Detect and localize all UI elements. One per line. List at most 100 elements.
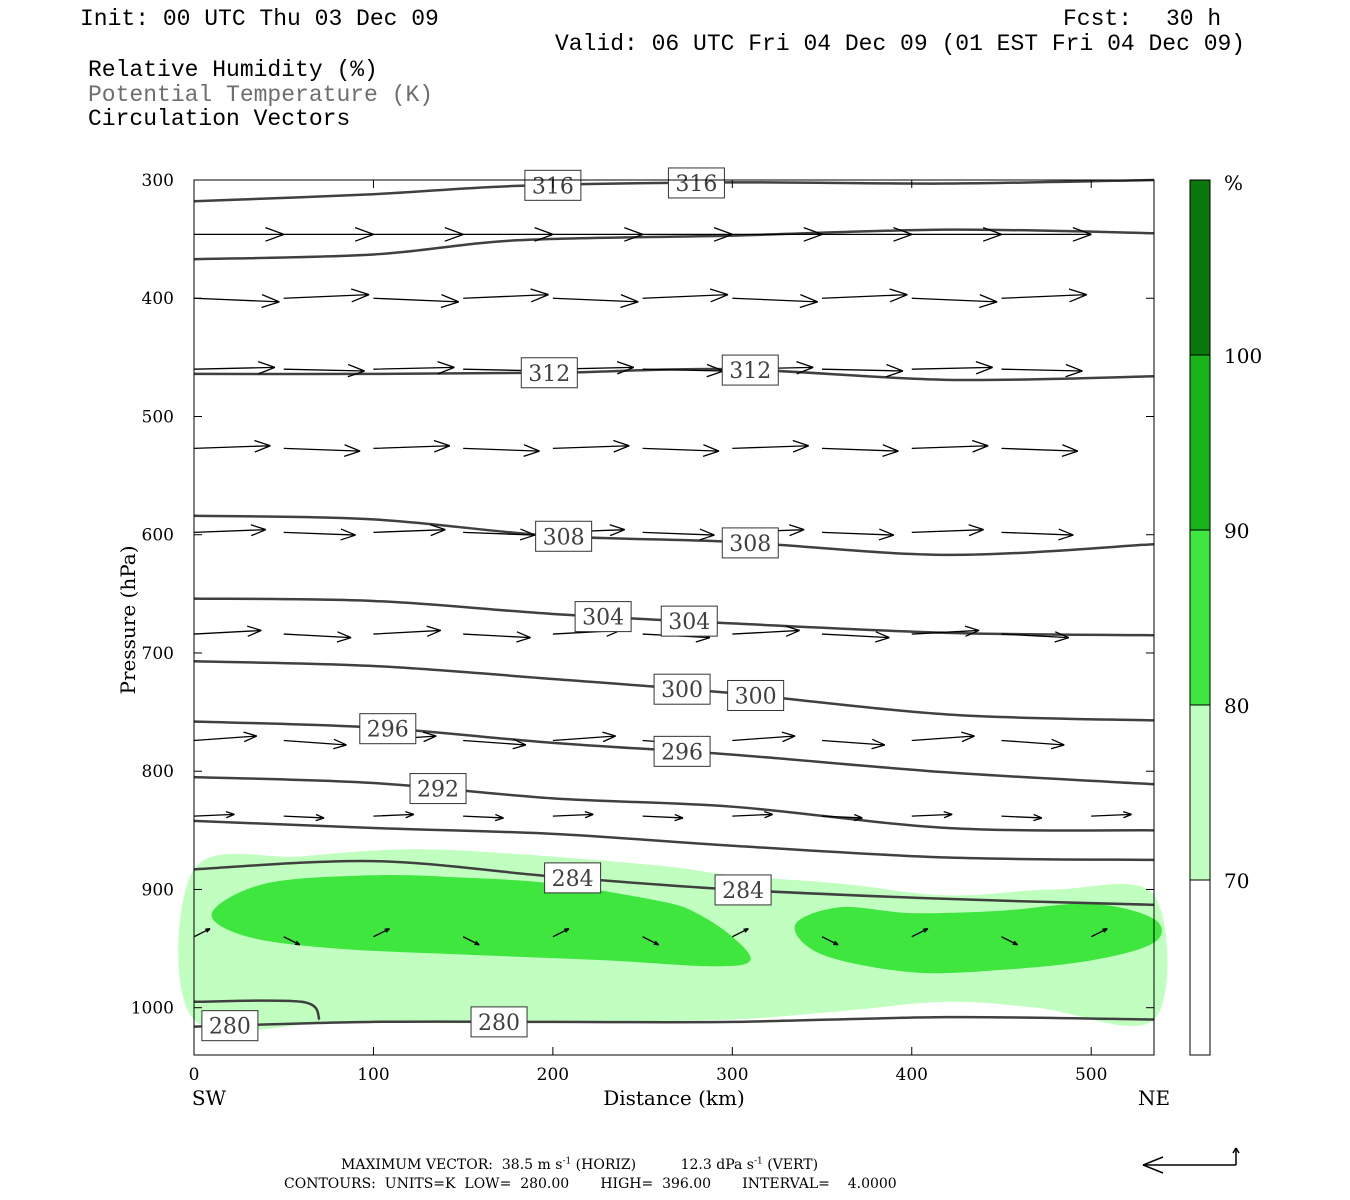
x-tick-label: 200 bbox=[537, 1065, 569, 1085]
circulation-vector bbox=[1001, 363, 1083, 378]
circulation-vector bbox=[822, 631, 890, 643]
circulation-vector bbox=[283, 528, 356, 541]
vector-layer bbox=[193, 226, 1132, 946]
circulation-vector bbox=[911, 811, 953, 819]
circulation-vector bbox=[552, 294, 639, 309]
x-tick-label: 100 bbox=[357, 1065, 389, 1085]
contour-label-box bbox=[653, 735, 711, 767]
circulation-vector bbox=[911, 524, 984, 537]
circulation-vector bbox=[463, 444, 540, 457]
x-end-label-sw: SW bbox=[192, 1086, 227, 1110]
circulation-vector bbox=[732, 928, 749, 938]
circulation-vector bbox=[732, 439, 810, 453]
contour-label-box bbox=[535, 520, 593, 552]
theta-contour-line bbox=[193, 819, 1155, 862]
colorbar-unit: % bbox=[1224, 171, 1243, 195]
circulation-vector bbox=[1001, 444, 1079, 457]
colorbar-bin bbox=[1189, 354, 1211, 531]
circulation-vector bbox=[732, 811, 774, 819]
circulation-vector bbox=[193, 731, 258, 743]
max-vector-line: MAXIMUM VECTOR: 38.5 m s-1 (HORIZ) 12.3 … bbox=[341, 1157, 818, 1173]
circulation-vector bbox=[283, 631, 352, 643]
contour-label: 296 bbox=[367, 718, 409, 743]
contour-label: 308 bbox=[543, 525, 585, 550]
circulation-vector bbox=[642, 528, 715, 541]
circulation-vector bbox=[821, 738, 886, 750]
x-end-label-ne: NE bbox=[1138, 1086, 1170, 1110]
contour-label-box bbox=[520, 357, 578, 389]
valid-time: Valid: 06 UTC Fri 04 Dec 09 (01 EST Fri … bbox=[555, 31, 1246, 57]
circulation-vector bbox=[911, 226, 1002, 242]
contour-label: 312 bbox=[528, 362, 570, 387]
circulation-vector bbox=[552, 439, 630, 453]
contour-label-box bbox=[359, 713, 417, 745]
axes-layer: 300 400 500 600 700 800 900 1000 0 100 200 300 400 50… bbox=[116, 171, 1170, 1110]
circulation-vector bbox=[911, 625, 980, 637]
horiz-value: 38.5 m s bbox=[501, 1157, 563, 1173]
contour-label: 300 bbox=[735, 684, 777, 709]
circulation-vector bbox=[821, 936, 839, 946]
circulation-vector bbox=[822, 363, 904, 378]
circulation-vector bbox=[283, 813, 325, 822]
colorbar-tick-label: 80 bbox=[1224, 694, 1249, 718]
contour-label-box bbox=[714, 874, 772, 906]
contour-label-box bbox=[470, 1006, 528, 1038]
contour-label-box bbox=[721, 527, 779, 559]
field-potential-temperature: Potential Temperature (K) bbox=[88, 82, 434, 108]
colorbar-tick-label: 100 bbox=[1224, 344, 1262, 368]
circulation-vector bbox=[463, 738, 527, 750]
circulation-vector bbox=[193, 928, 211, 938]
y-tick-label: 700 bbox=[142, 644, 174, 664]
x-tick-label: 400 bbox=[896, 1065, 928, 1085]
theta-contour-line bbox=[193, 775, 1155, 832]
theta-contour-line bbox=[193, 660, 1155, 722]
circulation-vector bbox=[822, 813, 863, 822]
colorbar-bin bbox=[1189, 529, 1211, 706]
circulation-vector bbox=[1090, 928, 1108, 938]
theta-contour-line bbox=[193, 514, 1155, 557]
y-tick-label: 600 bbox=[142, 526, 174, 546]
circulation-vector bbox=[193, 524, 267, 537]
circulation-vector bbox=[642, 936, 660, 946]
circulation-vector bbox=[642, 226, 733, 242]
circulation-vector bbox=[911, 731, 975, 743]
circulation-vector bbox=[373, 928, 391, 938]
circulation-vector bbox=[552, 226, 644, 242]
contour-label: 304 bbox=[582, 606, 624, 631]
horiz-tag: (HORIZ) bbox=[575, 1157, 637, 1173]
circulation-vector bbox=[822, 528, 895, 541]
theta-contour-line bbox=[193, 228, 1155, 261]
circulation-vector bbox=[642, 813, 684, 822]
circulation-vector bbox=[1001, 631, 1070, 643]
circulation-vector bbox=[463, 813, 504, 822]
circulation-vector bbox=[1001, 226, 1092, 242]
circulation-vector bbox=[463, 226, 554, 242]
circulation-vector bbox=[283, 936, 301, 946]
plot-frame bbox=[193, 179, 1155, 1056]
circulation-vector bbox=[283, 738, 347, 750]
circulation-vector bbox=[642, 444, 720, 457]
circulation-vector bbox=[283, 226, 374, 242]
reference-vector-icon bbox=[1142, 1147, 1240, 1174]
vert-exponent: -1 bbox=[753, 1156, 763, 1167]
contour-label-box bbox=[201, 1010, 259, 1042]
circulation-vector bbox=[373, 226, 464, 242]
circulation-vector bbox=[463, 631, 531, 643]
circulation-vector bbox=[552, 928, 570, 938]
init-time: Init: 00 UTC Thu 03 Dec 09 bbox=[80, 6, 439, 32]
theta-contour-layer bbox=[193, 178, 1155, 1028]
circulation-vector bbox=[462, 936, 480, 946]
rh-80-region bbox=[794, 903, 1162, 974]
colorbar: % 100 90 80 70 bbox=[1189, 171, 1262, 1056]
circulation-vector bbox=[193, 625, 262, 637]
y-tick-label: 500 bbox=[142, 407, 174, 427]
circulation-vector bbox=[283, 363, 365, 378]
contour-label: 280 bbox=[478, 1011, 520, 1036]
circulation-vector bbox=[193, 361, 276, 375]
contour-label-box bbox=[409, 773, 467, 805]
circulation-vector bbox=[1091, 811, 1132, 819]
x-tick-label: 300 bbox=[716, 1065, 748, 1085]
x-tick-label: 500 bbox=[1075, 1065, 1107, 1085]
circulation-vector bbox=[732, 294, 818, 309]
theta-contour-line bbox=[193, 859, 1155, 907]
